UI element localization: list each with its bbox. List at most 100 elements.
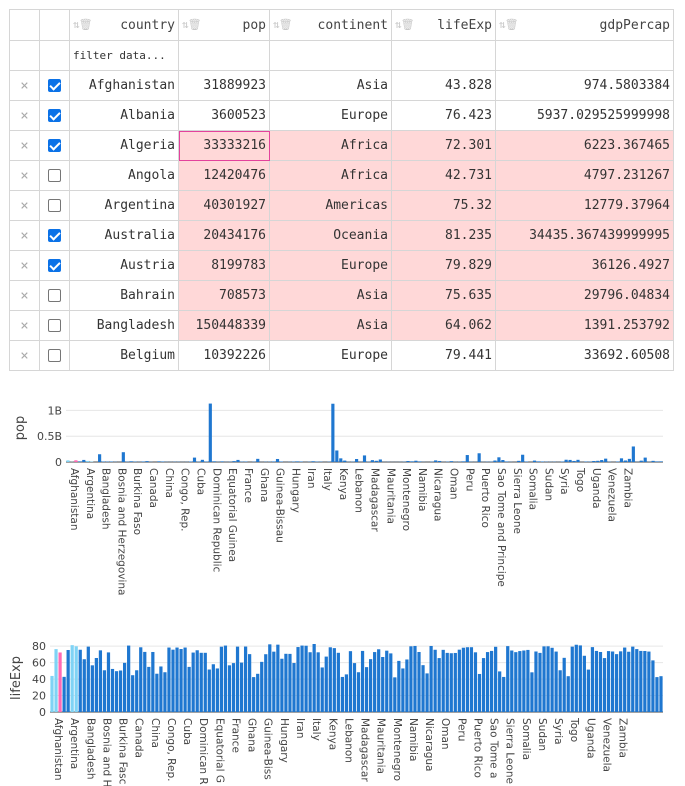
bar[interactable] bbox=[139, 647, 143, 712]
bar[interactable] bbox=[157, 461, 161, 462]
cell-pop[interactable]: 12420476 bbox=[178, 160, 270, 191]
bar[interactable] bbox=[413, 645, 417, 712]
bar[interactable] bbox=[271, 461, 276, 462]
bar[interactable] bbox=[438, 460, 442, 462]
bar[interactable] bbox=[243, 646, 248, 712]
bar[interactable] bbox=[74, 460, 78, 462]
bar[interactable] bbox=[227, 665, 232, 712]
bar[interactable] bbox=[651, 460, 655, 462]
delete-row-icon[interactable]: × bbox=[9, 310, 40, 341]
bar[interactable] bbox=[179, 649, 183, 712]
cell-country[interactable]: Bahrain bbox=[69, 280, 179, 311]
bar[interactable] bbox=[252, 677, 256, 712]
row-checkbox[interactable] bbox=[48, 259, 61, 272]
bar[interactable] bbox=[477, 453, 481, 462]
bar[interactable] bbox=[118, 670, 123, 712]
cell-lifeExp[interactable]: 76.423 bbox=[391, 100, 496, 131]
bar[interactable] bbox=[54, 649, 58, 712]
cell-country[interactable]: Austria bbox=[69, 250, 179, 281]
bar[interactable] bbox=[276, 644, 280, 712]
bar[interactable] bbox=[401, 668, 405, 712]
bar[interactable] bbox=[481, 658, 486, 712]
bar[interactable] bbox=[602, 658, 607, 712]
bar[interactable] bbox=[161, 461, 165, 462]
bar[interactable] bbox=[594, 650, 599, 712]
bar[interactable] bbox=[195, 650, 199, 712]
cell-pop[interactable]: 3600523 bbox=[178, 100, 270, 131]
cell-gdpPercap[interactable]: 29796.04834 bbox=[495, 280, 674, 311]
bar[interactable] bbox=[98, 454, 102, 462]
cell-pop[interactable]: 20434176 bbox=[178, 220, 270, 251]
cell-country[interactable]: Afghanistan bbox=[69, 70, 179, 101]
bar[interactable] bbox=[78, 649, 82, 712]
row-checkbox[interactable] bbox=[48, 349, 61, 362]
bar[interactable] bbox=[121, 452, 125, 462]
bar[interactable] bbox=[122, 662, 127, 712]
bar[interactable] bbox=[191, 652, 195, 712]
bar[interactable] bbox=[288, 653, 292, 712]
bar[interactable] bbox=[235, 646, 240, 712]
bar[interactable] bbox=[215, 668, 219, 712]
pop-filter-input[interactable] bbox=[178, 40, 270, 71]
bar[interactable] bbox=[141, 461, 145, 462]
bar[interactable] bbox=[421, 665, 425, 712]
bar[interactable] bbox=[275, 458, 280, 462]
gdpPercap-filter-input[interactable] bbox=[495, 40, 674, 71]
table-row[interactable]: × Bahrain 708573 Asia 75.635 29796.04834 bbox=[9, 280, 674, 311]
bar[interactable] bbox=[558, 670, 562, 712]
bar[interactable] bbox=[50, 675, 54, 712]
bar[interactable] bbox=[604, 458, 608, 462]
bar[interactable] bbox=[264, 654, 268, 712]
bar[interactable] bbox=[465, 647, 470, 712]
bar[interactable] bbox=[592, 461, 596, 462]
bar[interactable] bbox=[598, 651, 603, 712]
bar[interactable] bbox=[406, 461, 410, 462]
bar[interactable] bbox=[300, 645, 304, 712]
bar[interactable] bbox=[596, 460, 600, 462]
bar[interactable] bbox=[175, 647, 179, 712]
bar[interactable] bbox=[461, 647, 465, 712]
table-row[interactable]: × Australia 20434176 Oceania 81.235 34435.367… bbox=[9, 220, 674, 251]
bar[interactable] bbox=[364, 667, 369, 712]
bar[interactable] bbox=[568, 459, 572, 462]
row-checkbox[interactable] bbox=[48, 289, 61, 302]
bar[interactable] bbox=[610, 651, 615, 712]
cell-gdpPercap[interactable]: 34435.367439999995 bbox=[495, 220, 674, 251]
bar[interactable] bbox=[110, 668, 115, 712]
bar[interactable] bbox=[655, 677, 659, 712]
bar[interactable] bbox=[635, 649, 639, 712]
bar[interactable] bbox=[425, 673, 429, 712]
cell-continent[interactable]: Africa bbox=[269, 160, 392, 191]
header-pop[interactable]: ⇅🗑 pop bbox=[178, 9, 270, 41]
bar[interactable] bbox=[600, 460, 604, 462]
bar[interactable] bbox=[397, 660, 401, 712]
bar[interactable] bbox=[304, 645, 308, 712]
bar[interactable] bbox=[465, 455, 469, 462]
bar[interactable] bbox=[127, 645, 131, 712]
cell-lifeExp[interactable]: 79.441 bbox=[391, 340, 496, 371]
cell-continent[interactable]: Americas bbox=[269, 190, 392, 221]
bar[interactable] bbox=[151, 651, 155, 712]
bar[interactable] bbox=[256, 673, 260, 712]
bar[interactable] bbox=[66, 650, 70, 712]
bar[interactable] bbox=[145, 461, 149, 462]
bar[interactable] bbox=[417, 651, 421, 712]
table-row[interactable]: × Argentina 40301927 Americas 75.32 12779.379… bbox=[9, 190, 674, 221]
bar[interactable] bbox=[362, 455, 367, 462]
bar[interactable] bbox=[355, 459, 359, 462]
table-row[interactable]: × Austria 8199783 Europe 79.829 36126.4927 bbox=[9, 250, 674, 281]
bar[interactable] bbox=[86, 460, 90, 462]
bar[interactable] bbox=[78, 461, 82, 462]
cell-lifeExp[interactable]: 79.829 bbox=[391, 250, 496, 281]
bar[interactable] bbox=[578, 645, 582, 712]
bar[interactable] bbox=[183, 647, 187, 712]
bar[interactable] bbox=[414, 460, 418, 462]
bar[interactable] bbox=[445, 652, 449, 712]
cell-gdpPercap[interactable]: 974.5803384 bbox=[495, 70, 674, 101]
cell-continent[interactable]: Europe bbox=[269, 250, 392, 281]
bar[interactable] bbox=[147, 666, 151, 712]
bar[interactable] bbox=[441, 649, 445, 712]
bar[interactable] bbox=[429, 645, 433, 712]
bar[interactable] bbox=[562, 657, 566, 712]
bar[interactable] bbox=[340, 676, 344, 712]
